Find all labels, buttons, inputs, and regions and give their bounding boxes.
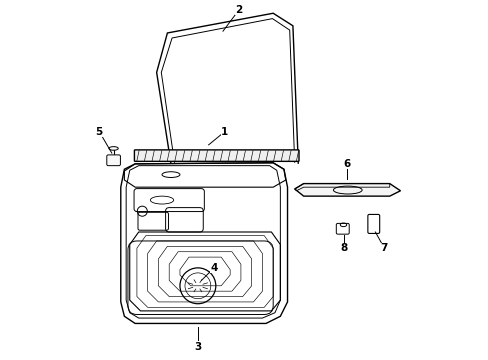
Text: 4: 4 [210,263,217,273]
Ellipse shape [109,147,118,150]
Text: 8: 8 [340,243,347,253]
Text: 7: 7 [380,243,387,253]
FancyBboxPatch shape [106,155,120,166]
Text: 1: 1 [221,127,228,136]
FancyBboxPatch shape [134,150,298,161]
Text: 5: 5 [96,127,102,136]
Text: 3: 3 [194,342,201,352]
Polygon shape [294,184,400,196]
Polygon shape [121,163,287,323]
Text: 2: 2 [235,5,242,15]
Text: 6: 6 [343,159,349,169]
